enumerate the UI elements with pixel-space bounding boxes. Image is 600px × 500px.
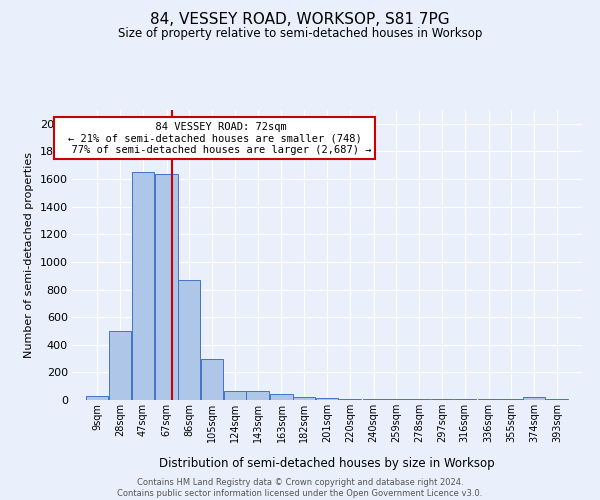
Y-axis label: Number of semi-detached properties: Number of semi-detached properties bbox=[24, 152, 34, 358]
Bar bbox=[224, 391, 246, 400]
Bar bbox=[523, 397, 545, 400]
Bar bbox=[131, 172, 154, 400]
Text: 84, VESSEY ROAD, WORKSOP, S81 7PG: 84, VESSEY ROAD, WORKSOP, S81 7PG bbox=[150, 12, 450, 28]
Bar bbox=[109, 331, 131, 400]
Bar bbox=[201, 358, 223, 400]
Bar bbox=[293, 396, 315, 400]
Bar bbox=[271, 394, 293, 400]
Bar bbox=[247, 391, 269, 400]
Bar bbox=[178, 280, 200, 400]
Text: Contains HM Land Registry data © Crown copyright and database right 2024.
Contai: Contains HM Land Registry data © Crown c… bbox=[118, 478, 482, 498]
Text: Distribution of semi-detached houses by size in Worksop: Distribution of semi-detached houses by … bbox=[159, 458, 495, 470]
Bar bbox=[316, 398, 338, 400]
Bar bbox=[86, 396, 108, 400]
Bar bbox=[155, 174, 178, 400]
Text: Size of property relative to semi-detached houses in Worksop: Size of property relative to semi-detach… bbox=[118, 28, 482, 40]
Text: 84 VESSEY ROAD: 72sqm
← 21% of semi-detached houses are smaller (748)
  77% of s: 84 VESSEY ROAD: 72sqm ← 21% of semi-deta… bbox=[59, 122, 371, 155]
